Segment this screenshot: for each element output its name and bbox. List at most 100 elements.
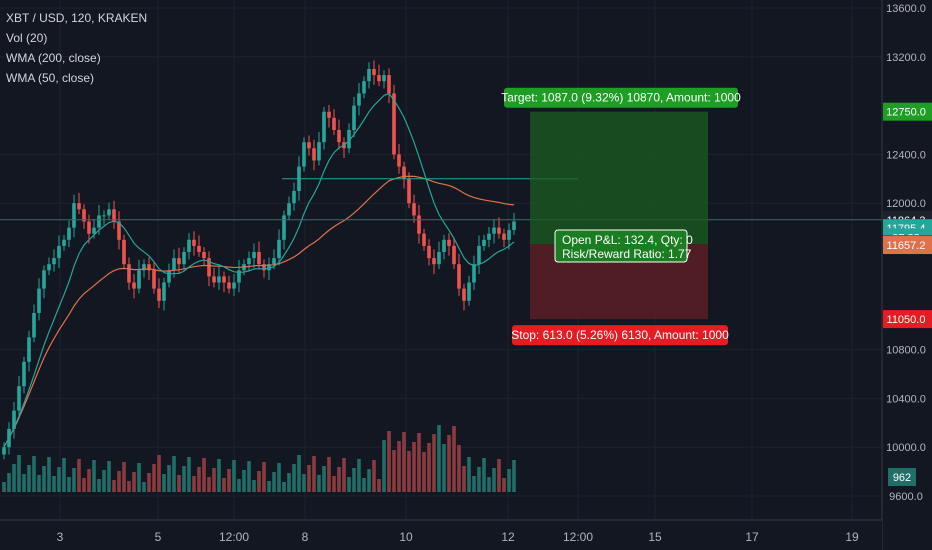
candle[interactable] [17, 386, 21, 411]
candle[interactable] [432, 258, 436, 265]
candle[interactable] [392, 93, 396, 155]
candle[interactable] [37, 288, 41, 313]
candle[interactable] [262, 264, 266, 271]
candle[interactable] [512, 221, 516, 231]
candle[interactable] [272, 258, 276, 265]
candle[interactable] [387, 75, 391, 94]
candle[interactable] [422, 233, 426, 246]
candle[interactable] [447, 239, 451, 246]
candle[interactable] [192, 239, 196, 246]
candle[interactable] [292, 191, 296, 204]
candle[interactable] [62, 239, 66, 246]
candle[interactable] [72, 203, 76, 228]
candle[interactable] [367, 69, 371, 82]
legend-volume[interactable]: Vol (20) [6, 31, 48, 45]
legend-wma50[interactable]: WMA (50, close) [6, 71, 95, 85]
candle[interactable] [347, 130, 351, 149]
candle[interactable] [52, 258, 56, 265]
candle[interactable] [232, 282, 236, 289]
candle[interactable] [12, 410, 16, 429]
candle[interactable] [407, 178, 411, 204]
candle[interactable] [497, 227, 501, 234]
candle[interactable] [317, 142, 321, 161]
candle[interactable] [332, 117, 336, 130]
candle[interactable] [482, 239, 486, 246]
candle[interactable] [487, 233, 491, 240]
candle[interactable] [92, 227, 96, 234]
candle[interactable] [197, 245, 201, 252]
candle[interactable] [27, 337, 31, 362]
candle[interactable] [382, 75, 386, 82]
candle[interactable] [372, 69, 376, 76]
candle[interactable] [357, 93, 361, 106]
candle[interactable] [82, 209, 86, 222]
candle[interactable] [87, 221, 91, 234]
candle[interactable] [327, 111, 331, 118]
candle[interactable] [467, 282, 471, 301]
candle[interactable] [172, 258, 176, 271]
candle[interactable] [57, 245, 61, 259]
candle[interactable] [352, 105, 356, 130]
candle[interactable] [42, 270, 46, 289]
candle[interactable] [427, 245, 431, 259]
candle[interactable] [312, 148, 316, 161]
candle[interactable] [137, 270, 141, 289]
candle[interactable] [182, 252, 186, 265]
candle[interactable] [452, 245, 456, 265]
candle[interactable] [472, 264, 476, 283]
candle[interactable] [152, 270, 156, 289]
candle[interactable] [307, 142, 311, 149]
candle[interactable] [282, 215, 286, 240]
candle[interactable] [167, 270, 171, 283]
candle[interactable] [377, 75, 381, 82]
candle[interactable] [67, 227, 71, 240]
candle[interactable] [47, 264, 51, 271]
candle[interactable] [457, 264, 461, 289]
candle[interactable] [117, 221, 121, 240]
candle[interactable] [177, 258, 181, 265]
candle[interactable] [157, 288, 161, 301]
candle[interactable] [142, 264, 146, 271]
price-axis[interactable] [882, 0, 932, 550]
candle[interactable] [127, 264, 131, 283]
candle[interactable] [122, 239, 126, 265]
candle[interactable] [267, 264, 271, 271]
candle[interactable] [212, 276, 216, 283]
candle[interactable] [277, 239, 281, 259]
candle[interactable] [477, 245, 481, 265]
candle[interactable] [227, 282, 231, 289]
candle[interactable] [362, 81, 366, 94]
candle[interactable] [77, 203, 81, 210]
candle[interactable] [397, 154, 401, 167]
candle[interactable] [132, 282, 136, 289]
candle[interactable] [442, 239, 446, 252]
candle[interactable] [402, 166, 406, 179]
candle[interactable] [97, 215, 101, 228]
candle[interactable] [222, 276, 226, 283]
candle[interactable] [412, 203, 416, 216]
candle[interactable] [247, 258, 251, 265]
target-label[interactable]: Target: 1087.0 (9.32%) 10870, Amount: 10… [501, 91, 741, 105]
candle[interactable] [257, 252, 261, 265]
candle[interactable] [237, 270, 241, 283]
candle[interactable] [187, 239, 191, 252]
candle[interactable] [507, 230, 511, 240]
candle[interactable] [2, 447, 6, 455]
candle[interactable] [202, 252, 206, 259]
candle[interactable] [492, 227, 496, 234]
candle[interactable] [32, 313, 36, 338]
time-axis[interactable] [0, 520, 882, 550]
candle[interactable] [147, 264, 151, 271]
candle[interactable] [162, 282, 166, 301]
candle[interactable] [112, 209, 116, 222]
candle[interactable] [437, 252, 441, 265]
candle[interactable] [217, 276, 221, 283]
stop-label[interactable]: Stop: 613.0 (5.26%) 6130, Amount: 1000 [511, 328, 729, 342]
candle[interactable] [502, 233, 506, 240]
legend-wma200[interactable]: WMA (200, close) [6, 51, 101, 65]
candle[interactable] [302, 142, 306, 167]
legend-symbol[interactable]: XBT / USD, 120, KRAKEN [6, 11, 148, 25]
candle[interactable] [102, 215, 106, 217]
candle[interactable] [22, 361, 26, 387]
